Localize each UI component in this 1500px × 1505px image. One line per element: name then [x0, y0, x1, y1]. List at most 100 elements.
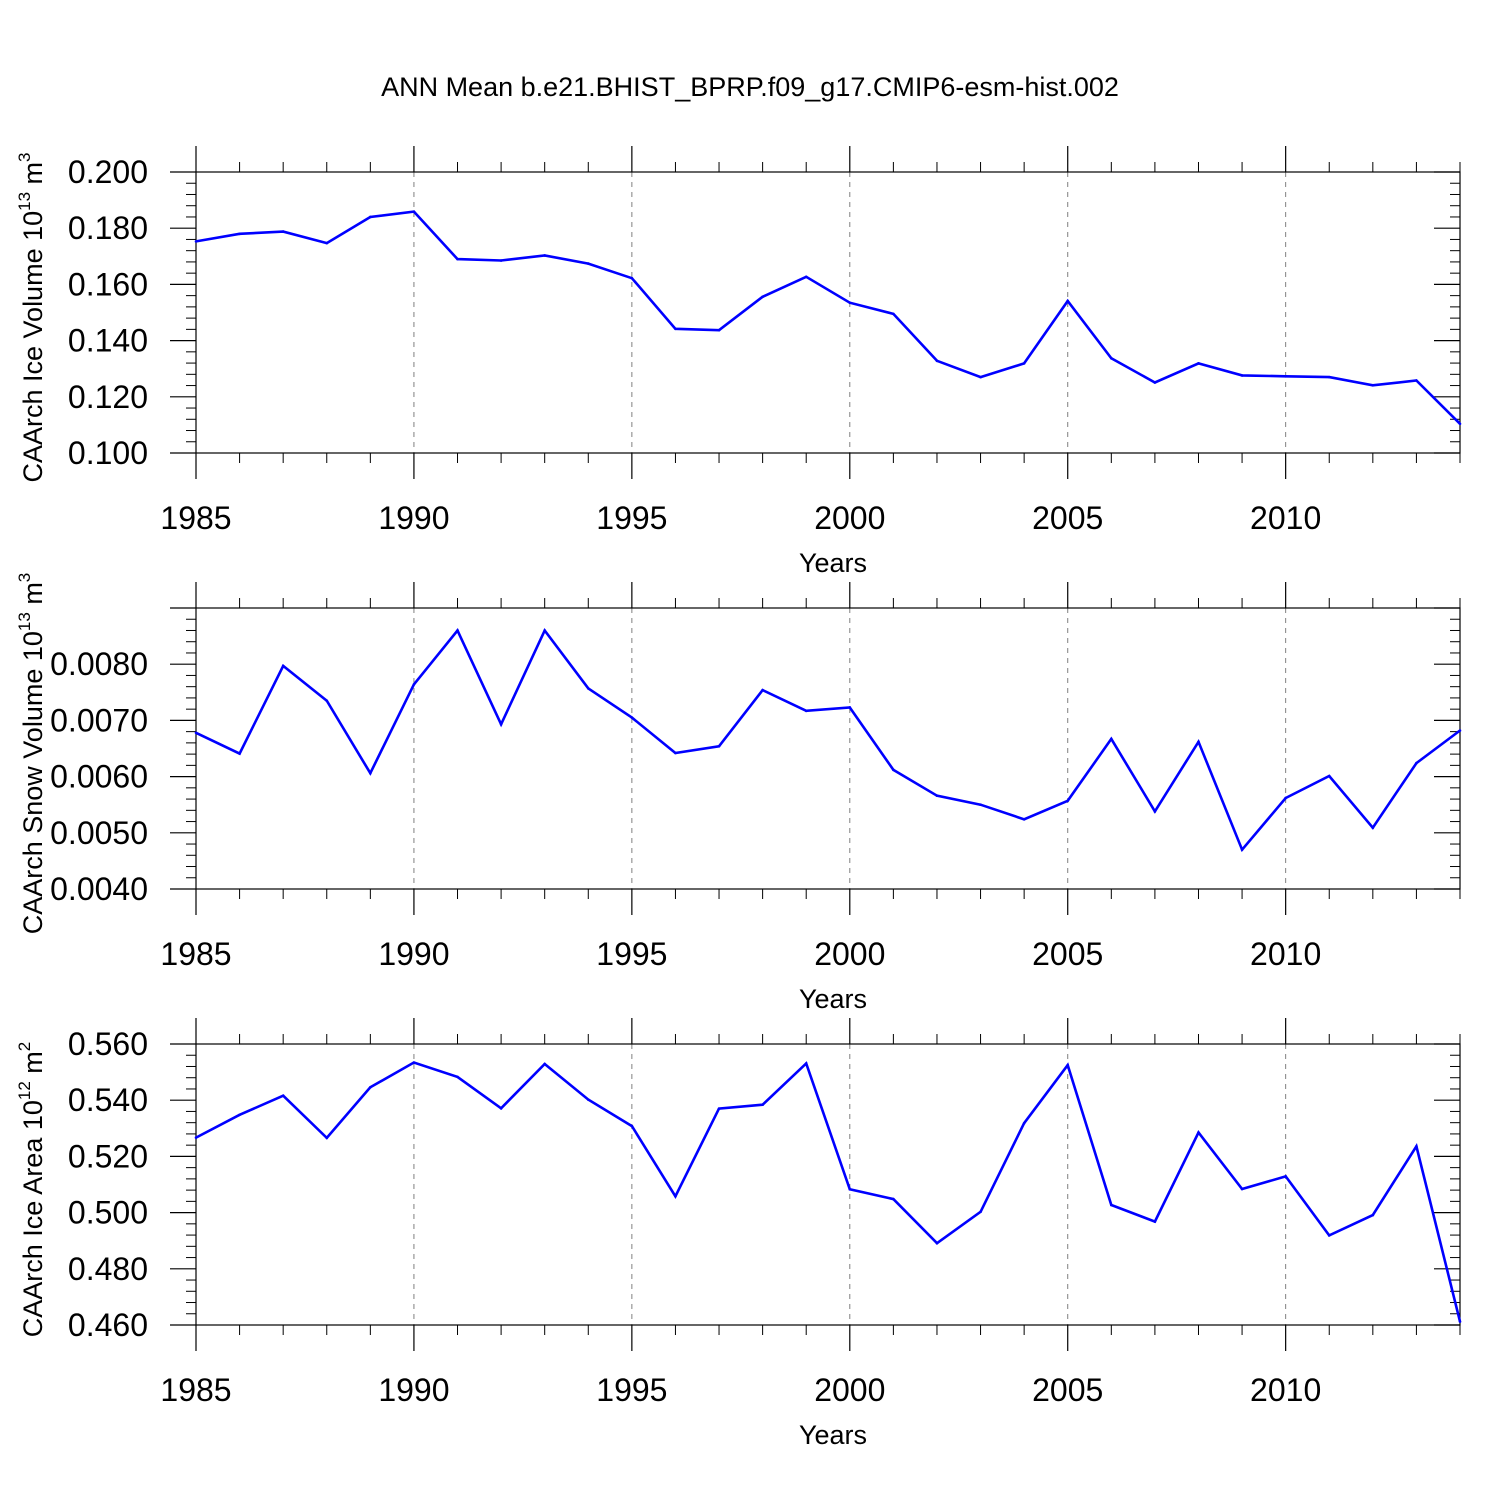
x-tick-label: 1995 [596, 936, 667, 972]
data-point [630, 1124, 634, 1128]
data-point [1197, 362, 1200, 365]
data-point [281, 1094, 285, 1098]
data-point [1240, 848, 1244, 851]
data-point [1415, 1144, 1418, 1148]
data-point [935, 794, 939, 798]
data-point [369, 771, 372, 775]
series-line [195, 627, 1461, 853]
data-point [194, 1136, 198, 1139]
data-point [325, 699, 329, 703]
data-point [674, 751, 677, 755]
panel-ice-area: 1985 1990 1995 2000 2005 2010 Years 0.460 0.480 0… [15, 1018, 1462, 1450]
data-point [281, 664, 285, 668]
data-point [892, 312, 895, 316]
data-point [1327, 1234, 1331, 1237]
x-tick-label: 2000 [814, 936, 885, 972]
data-point [194, 240, 198, 243]
y-tick-label: 0.140 [68, 323, 148, 359]
x-tick-label: 1990 [378, 1372, 449, 1408]
y-tick-label: 0.540 [68, 1082, 148, 1118]
data-point [761, 688, 764, 692]
data-point [717, 1107, 721, 1110]
data-point [499, 723, 503, 726]
data-point [630, 716, 634, 719]
data-point [1458, 1320, 1462, 1323]
data-point [1284, 796, 1287, 800]
data-point [1458, 729, 1462, 732]
data-point [979, 375, 982, 379]
data-point [848, 301, 852, 304]
x-tick-label: 2010 [1250, 936, 1321, 972]
x-axis-label: Years [799, 984, 867, 1014]
data-point [543, 1062, 546, 1066]
plot-frame [195, 607, 1461, 890]
data-point [892, 1197, 895, 1201]
series-line [195, 210, 1461, 425]
data-point [761, 1103, 764, 1106]
data-point [1284, 374, 1287, 378]
data-point [194, 731, 198, 735]
data-point [1197, 740, 1200, 744]
y-tick-label: 0.180 [68, 210, 148, 246]
y-tick-label: 0.0070 [50, 702, 148, 738]
data-point [499, 259, 503, 262]
y-tick-label: 0.0050 [50, 815, 148, 851]
data-point [1066, 799, 1070, 803]
x-tick-label: 2000 [814, 1372, 885, 1408]
y-tick-label: 0.520 [68, 1138, 148, 1174]
data-point [499, 1107, 503, 1110]
data-point [1327, 375, 1331, 379]
data-point [586, 1098, 590, 1101]
data-point [1110, 357, 1113, 360]
data-point [456, 257, 459, 261]
y-axis-label: CAArch Snow Volume 1013 m3 [15, 573, 48, 935]
data-point [1371, 1213, 1375, 1217]
data-point [848, 706, 852, 709]
panel-snow-volume: 1985 1990 1995 2000 2005 2010 Years 0.0040 0.005… [15, 573, 1462, 1014]
x-tick-label: 1990 [378, 500, 449, 536]
data-point [1327, 774, 1331, 778]
x-tick-label: 1985 [160, 936, 231, 972]
data-point [238, 232, 241, 236]
figure-title: ANN Mean b.e21.BHIST_BPRP.f09_g17.CMIP6-… [381, 72, 1119, 102]
y-axis-label: CAArch Ice Area 1012 m2 [15, 1042, 48, 1338]
data-point [586, 262, 590, 265]
data-point [979, 1210, 982, 1214]
x-tick-label: 1985 [160, 1372, 231, 1408]
data-point [630, 276, 634, 280]
data-point [456, 1075, 459, 1079]
data-point [412, 210, 416, 213]
data-point [804, 709, 808, 713]
data-point [1153, 810, 1157, 813]
data-point [543, 629, 546, 632]
y-tick-label: 0.160 [68, 266, 148, 302]
data-point [412, 1061, 416, 1064]
data-point [1153, 381, 1157, 384]
data-point [1458, 422, 1462, 426]
data-point [892, 768, 895, 772]
data-point [369, 215, 372, 219]
x-tick-label: 2000 [814, 500, 885, 536]
plot-frame [195, 171, 1461, 454]
data-point [1110, 1203, 1113, 1207]
data-point [1371, 383, 1375, 387]
series-line [195, 1061, 1462, 1322]
y-tick-label: 0.100 [68, 435, 148, 471]
x-axis-label: Years [799, 548, 867, 578]
data-point [412, 683, 416, 686]
data-point [935, 359, 939, 363]
data-point [238, 752, 241, 755]
y-tick-label: 0.0060 [50, 759, 148, 795]
data-point [238, 1113, 241, 1117]
data-point [1371, 826, 1375, 830]
y-tick-label: 0.0080 [50, 646, 148, 682]
y-tick-label: 0.480 [68, 1251, 148, 1287]
data-point [1240, 374, 1244, 377]
panel-ice-volume: 1985 1990 1995 2000 2005 2010 Years 0.100 0.120 0… [15, 146, 1462, 578]
x-tick-label: 2005 [1032, 500, 1103, 536]
data-point [804, 275, 808, 279]
x-tick-label: 1990 [378, 936, 449, 972]
x-tick-label: 2010 [1250, 1372, 1321, 1408]
data-point [1022, 1121, 1026, 1125]
